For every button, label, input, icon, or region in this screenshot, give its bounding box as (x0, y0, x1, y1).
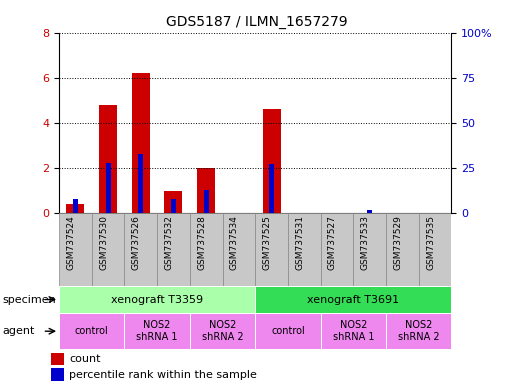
Text: xenograft T3359: xenograft T3359 (111, 295, 203, 305)
Bar (255, 213, 288, 286)
Bar (255, 286, 451, 313)
Bar (197, 168, 215, 213)
Text: GSM737535: GSM737535 (426, 215, 435, 270)
Text: control: control (271, 326, 305, 336)
Text: NOS2
shRNA 2: NOS2 shRNA 2 (202, 320, 243, 342)
Text: agent: agent (3, 326, 35, 336)
Bar (171, 199, 176, 213)
Bar (59, 286, 255, 313)
Bar (419, 213, 451, 286)
Bar (255, 313, 321, 349)
Text: NOS2
shRNA 1: NOS2 shRNA 1 (332, 320, 374, 342)
Text: GSM737531: GSM737531 (295, 215, 304, 270)
Bar (321, 213, 353, 286)
Bar (190, 213, 223, 286)
Bar (157, 213, 190, 286)
Bar (66, 204, 84, 213)
Text: GSM737532: GSM737532 (165, 215, 173, 270)
Bar (73, 199, 78, 213)
Text: GSM737528: GSM737528 (197, 215, 206, 270)
Bar (106, 162, 110, 213)
Text: NOS2
shRNA 1: NOS2 shRNA 1 (136, 320, 178, 342)
Text: GSM737525: GSM737525 (263, 215, 271, 270)
Text: xenograft T3691: xenograft T3691 (307, 295, 400, 305)
Bar (204, 190, 209, 213)
Text: GSM737526: GSM737526 (132, 215, 141, 270)
Text: count: count (69, 354, 101, 364)
Bar (139, 154, 143, 213)
Bar (367, 210, 372, 213)
Text: GSM737530: GSM737530 (99, 215, 108, 270)
Bar (190, 313, 255, 349)
Bar (263, 109, 281, 213)
Text: NOS2
shRNA 2: NOS2 shRNA 2 (398, 320, 440, 342)
Bar (59, 313, 124, 349)
Bar (124, 213, 157, 286)
Bar (288, 213, 321, 286)
Bar (165, 190, 183, 213)
Bar (92, 213, 125, 286)
Text: GSM737524: GSM737524 (66, 215, 75, 270)
Bar (386, 313, 451, 349)
Bar (99, 105, 117, 213)
Text: specimen: specimen (3, 295, 56, 305)
Text: control: control (75, 326, 109, 336)
Text: GSM737529: GSM737529 (393, 215, 402, 270)
Bar (132, 73, 150, 213)
Text: GSM737527: GSM737527 (328, 215, 337, 270)
Text: GSM737533: GSM737533 (361, 215, 370, 270)
Bar (353, 213, 386, 286)
Bar (386, 213, 419, 286)
Text: GSM737534: GSM737534 (230, 215, 239, 270)
Text: percentile rank within the sample: percentile rank within the sample (69, 370, 257, 380)
Bar (321, 313, 386, 349)
Bar (269, 164, 274, 213)
Bar (124, 313, 190, 349)
Bar (59, 213, 92, 286)
Bar (51, 369, 64, 381)
Text: GDS5187 / ILMN_1657279: GDS5187 / ILMN_1657279 (166, 15, 347, 29)
Bar (51, 353, 64, 365)
Bar (223, 213, 255, 286)
